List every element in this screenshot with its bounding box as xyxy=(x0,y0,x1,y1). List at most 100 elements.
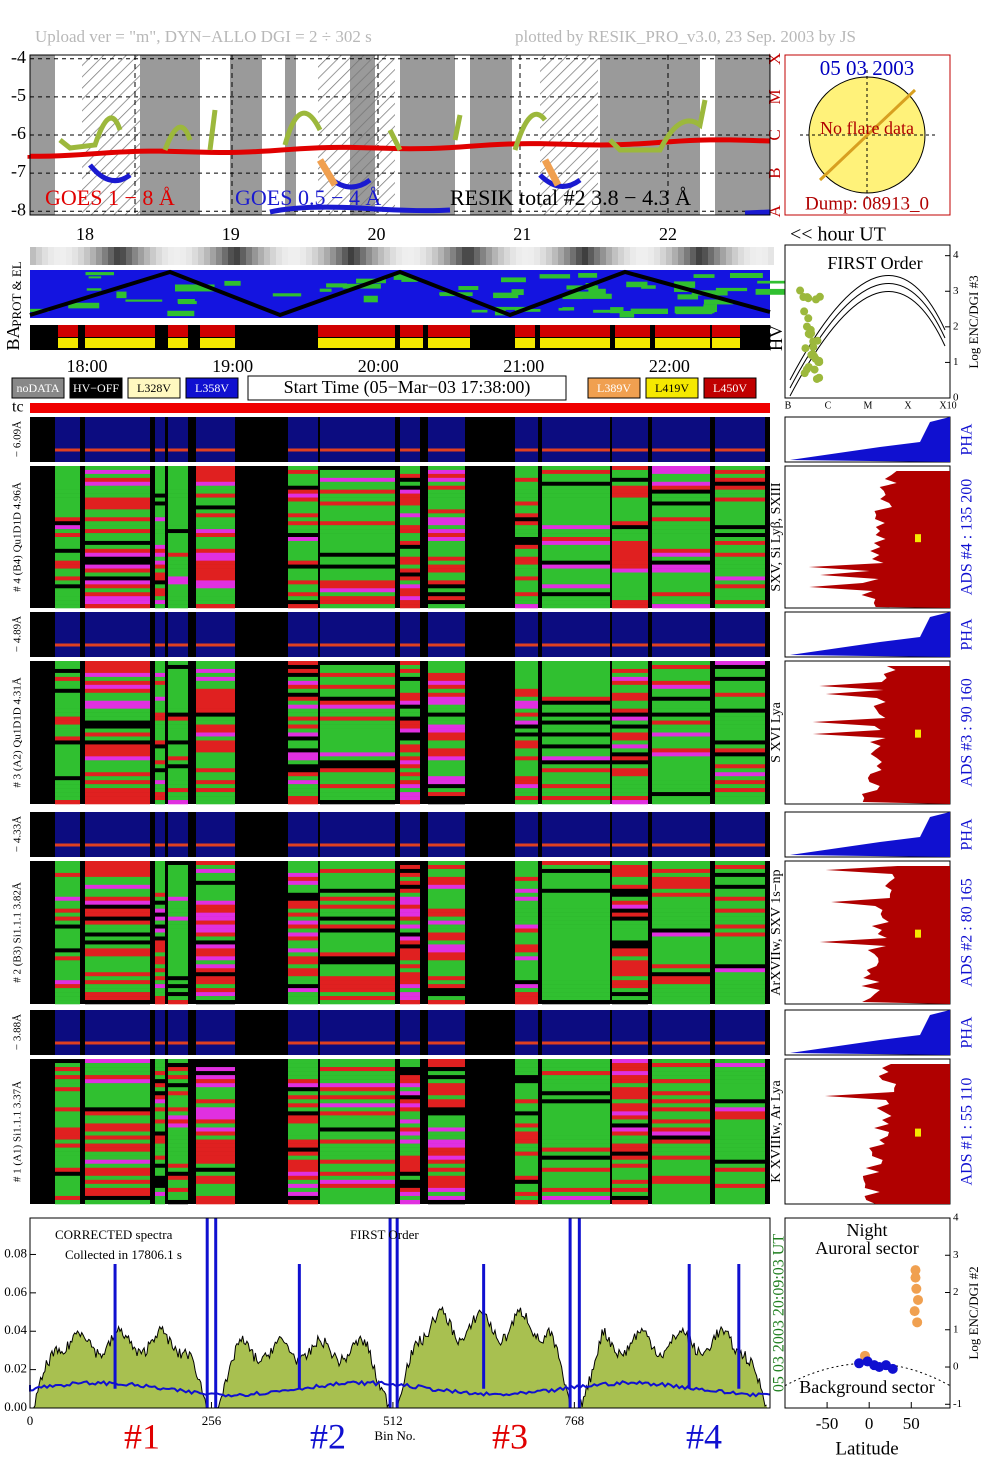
spec-row xyxy=(542,592,610,597)
spec-row xyxy=(428,988,465,993)
spec-row xyxy=(288,796,318,801)
spec-row xyxy=(288,1147,318,1152)
spec-row xyxy=(515,868,538,874)
status-label: HV−OFF xyxy=(73,381,119,395)
pha-line xyxy=(515,1041,538,1045)
spec-row xyxy=(85,1103,150,1108)
spec-row xyxy=(428,513,465,518)
pha-seg xyxy=(515,417,538,462)
spec-row xyxy=(155,932,165,937)
pha-line xyxy=(515,448,538,452)
strip xyxy=(378,247,384,265)
spec-row xyxy=(428,972,465,977)
pha-wave: − 6.09Å xyxy=(12,421,24,457)
spec-row xyxy=(428,792,465,797)
spec-row xyxy=(400,868,420,874)
spec-row xyxy=(715,580,765,585)
spec-row xyxy=(320,948,395,953)
pha-label: PHA xyxy=(959,818,976,850)
spec-row xyxy=(155,964,165,969)
pha-line xyxy=(55,843,80,847)
spec-row xyxy=(168,466,188,471)
spec-row xyxy=(428,892,465,898)
spec-row xyxy=(168,1171,188,1177)
spec-row xyxy=(196,764,235,769)
prot-blob xyxy=(674,306,715,314)
pha-line xyxy=(196,643,235,647)
ads-hist xyxy=(808,471,950,608)
group-label: #1 xyxy=(124,1416,160,1456)
fo-ylabel: Log ENC/DGI #3 xyxy=(966,275,981,368)
spec-row xyxy=(515,768,538,773)
spec-row xyxy=(196,888,235,894)
spec-row xyxy=(715,533,765,538)
spec-row xyxy=(715,1067,765,1072)
pha-line xyxy=(542,1041,610,1045)
spec-row xyxy=(515,493,538,498)
spec-row xyxy=(320,700,395,705)
spec-row xyxy=(542,1127,610,1132)
spec-row xyxy=(196,964,235,969)
spec-row xyxy=(320,768,395,773)
spec-row xyxy=(288,672,318,678)
spec-row xyxy=(652,768,710,773)
spec-row xyxy=(288,576,318,581)
spec-row xyxy=(715,692,765,698)
spec-row xyxy=(155,1167,165,1173)
strip xyxy=(294,247,300,265)
spec-row xyxy=(715,960,765,965)
pha-seg xyxy=(288,1010,318,1055)
orbit-track xyxy=(29,269,771,318)
hv-bar xyxy=(712,338,740,348)
spec-row xyxy=(400,1119,420,1124)
spec-row xyxy=(168,572,188,577)
spec-row xyxy=(715,784,765,789)
spec-row xyxy=(542,772,610,777)
spec-row xyxy=(715,876,765,882)
spec-row xyxy=(196,968,235,973)
spec-row xyxy=(320,861,395,866)
spec-row xyxy=(428,1147,465,1152)
spec-row xyxy=(542,908,610,913)
spec-row xyxy=(542,788,610,793)
spec-row xyxy=(85,756,150,761)
spec-row xyxy=(715,517,765,522)
spec-row xyxy=(400,540,420,546)
spec-row xyxy=(168,861,188,866)
spec-row xyxy=(612,672,648,678)
spec-row xyxy=(168,529,188,534)
spec-row xyxy=(320,1059,395,1064)
strip xyxy=(426,247,432,265)
spec-row xyxy=(155,596,165,601)
spec-row xyxy=(400,888,420,894)
spec-row xyxy=(400,796,420,801)
pha-line xyxy=(428,643,465,647)
spec-row xyxy=(612,800,648,805)
spec-row xyxy=(612,736,648,741)
spec-row xyxy=(168,960,188,965)
spec-row xyxy=(320,1187,395,1193)
spec-row xyxy=(515,732,538,737)
spec-row xyxy=(400,493,420,498)
spec-row xyxy=(428,968,465,973)
spec-row xyxy=(428,692,465,698)
spec-row xyxy=(55,988,80,993)
spec-row xyxy=(288,544,318,550)
spec-row xyxy=(55,525,80,530)
spec-row xyxy=(515,956,538,961)
spec-row xyxy=(542,988,610,993)
spec-row xyxy=(515,888,538,894)
spec-row xyxy=(400,992,420,997)
spec-row xyxy=(196,540,235,546)
spec-row xyxy=(320,568,395,573)
spec-row xyxy=(715,768,765,773)
spec-row xyxy=(652,1195,710,1201)
spec-row xyxy=(55,1155,80,1160)
pha-line xyxy=(715,843,765,847)
spec-row xyxy=(715,497,765,502)
spec-row xyxy=(428,912,465,917)
spec-row xyxy=(168,964,188,969)
spec-row xyxy=(652,1075,710,1080)
spec-row xyxy=(155,700,165,705)
strip xyxy=(750,247,756,265)
